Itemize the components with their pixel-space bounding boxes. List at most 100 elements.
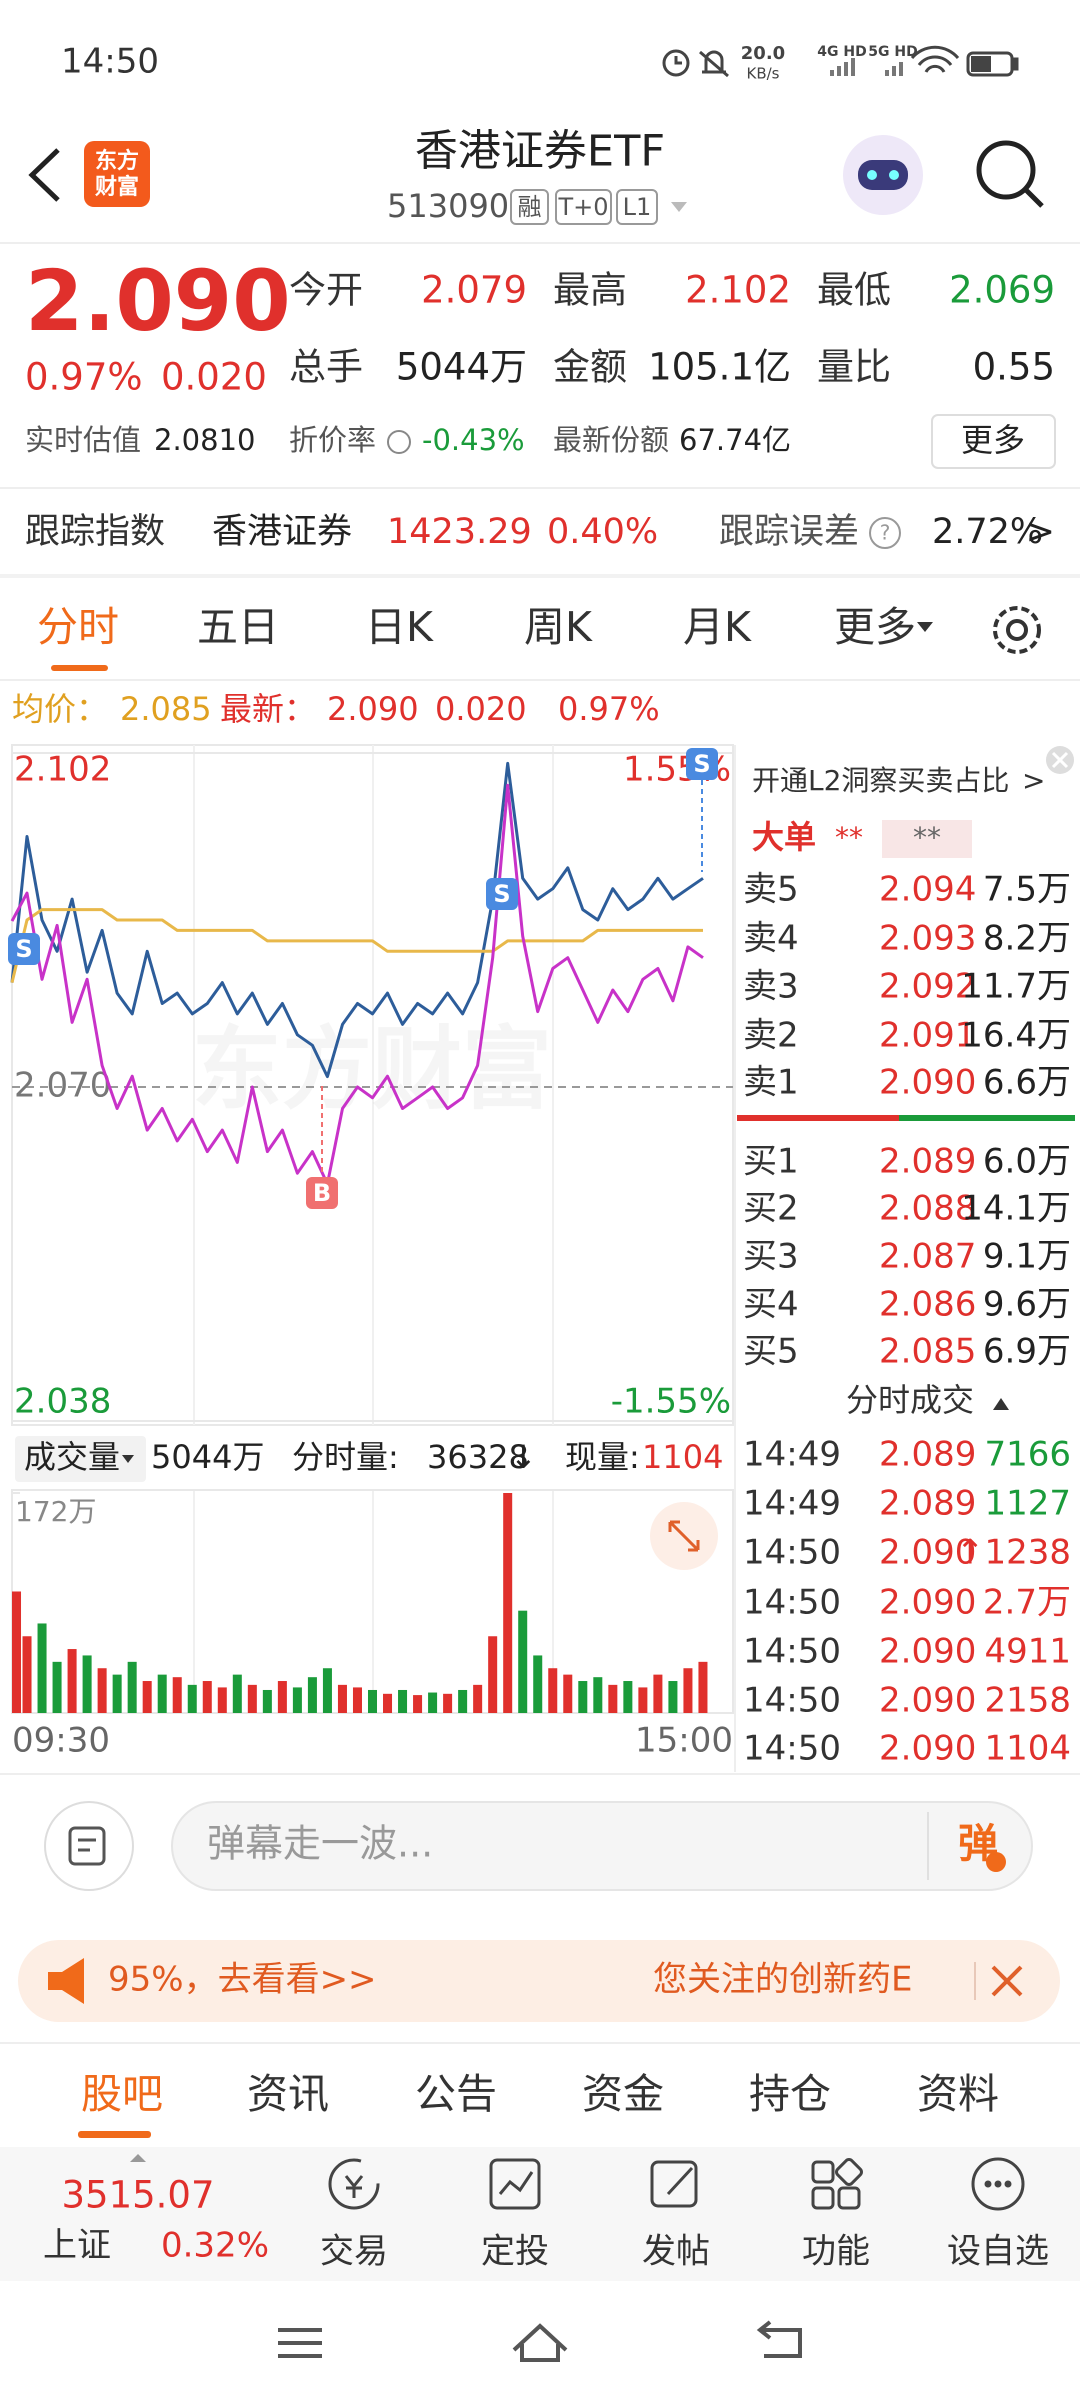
help-mark: ?	[880, 521, 891, 545]
trades-title: 分时成交	[846, 1381, 974, 1419]
book-volume: 9.1万	[983, 1237, 1071, 1277]
y-tick-label: 172万	[15, 1495, 96, 1528]
volume-bar	[623, 1681, 633, 1713]
toolbar-item: 定投	[481, 2232, 549, 2272]
tab-underline	[51, 665, 108, 671]
volume-selector-label: 成交量	[24, 1438, 120, 1476]
y-tick-label: 2.038	[14, 1382, 111, 1422]
danmaku-settings[interactable]	[44, 1801, 134, 1891]
trade-volume: 1127	[984, 1484, 1071, 1524]
nav-bar[interactable]	[278, 2320, 802, 2362]
book-price: 2.091	[879, 1016, 976, 1056]
volume-bar	[22, 1636, 32, 1713]
change-pct: 0.97%	[25, 356, 143, 399]
expand-button[interactable]	[650, 1502, 718, 1570]
volume-bar	[593, 1677, 603, 1713]
tracking-label: 跟踪指数	[25, 512, 165, 552]
toolbar-arrow	[130, 2154, 146, 2162]
discount: -0.43%	[422, 423, 525, 457]
help-icon[interactable]	[869, 517, 901, 549]
trade-price: 2.090	[879, 1533, 976, 1573]
settings-button[interactable]	[993, 606, 1041, 654]
stat-label: 量比	[817, 346, 891, 389]
x-tick-label: 09:30	[12, 1721, 110, 1761]
logo-text: 财富	[95, 174, 139, 200]
toolbar-item: 设自选	[947, 2232, 1049, 2272]
trade-volume: 2158	[984, 1681, 1071, 1721]
badge	[555, 189, 612, 225]
chart-tab: 月K	[683, 603, 752, 651]
chart-tab: 分时	[37, 603, 119, 651]
stat-label: 最低	[817, 269, 891, 312]
minute-volume: 36328	[427, 1438, 529, 1476]
title: 香港证券ETF	[415, 127, 665, 177]
banner[interactable]	[18, 1940, 1060, 2022]
y-tick-label: 2.070	[14, 1066, 111, 1106]
minute-volume-label: 分时量:	[292, 1438, 399, 1476]
legend-name: 均价：	[12, 690, 108, 728]
estimate-label: 实时估值	[25, 423, 141, 457]
back-button[interactable]	[28, 148, 60, 202]
banner-text: 95%，去看看>>	[108, 1960, 377, 2000]
signal-marker	[8, 933, 40, 965]
trade-price: 2.090	[879, 1729, 976, 1769]
volume-selector[interactable]	[15, 1436, 146, 1482]
index-pct: 0.32%	[161, 2226, 269, 2266]
comment-input[interactable]	[171, 1801, 1033, 1891]
volume-bar	[458, 1689, 468, 1713]
volume-bar	[292, 1687, 302, 1713]
stat-value: 2.102	[685, 269, 791, 312]
volume-bar	[367, 1689, 378, 1713]
legend-value: 2.085	[120, 690, 212, 728]
shares: 67.74亿	[679, 423, 791, 457]
robot-avatar[interactable]	[843, 135, 923, 215]
close-button[interactable]	[1046, 746, 1074, 774]
volume-bar	[578, 1681, 588, 1713]
signal-marker	[486, 878, 518, 910]
network-label: 5G HD	[868, 44, 917, 60]
volume-bar	[548, 1668, 558, 1713]
bottom-tab: 资金	[582, 2070, 664, 2118]
bottom-tab: 持仓	[749, 2070, 831, 2118]
volume-bar	[383, 1693, 393, 1713]
book-split-green	[899, 1115, 1075, 1121]
dropdown-arrow	[122, 1455, 134, 1463]
tracking-index: 香港证券	[212, 512, 352, 552]
book-volume: 14.1万	[961, 1189, 1071, 1229]
stock-code: 513090	[387, 187, 509, 225]
tracking-value: 1423.29	[387, 512, 532, 552]
legend-name: 最新：	[220, 690, 316, 728]
banner-close[interactable]	[991, 1965, 1023, 1997]
trade-time: 14:50	[743, 1533, 841, 1573]
volume-bar	[337, 1684, 347, 1713]
volume-bar	[443, 1693, 453, 1713]
trade-price: 2.090	[879, 1681, 976, 1721]
book-label: 买3	[743, 1237, 799, 1277]
tab-underline	[78, 2131, 151, 2138]
trade-price: 2.090	[879, 1632, 976, 1672]
watermark: 东方财富	[192, 1017, 552, 1122]
stat-value: 2.079	[421, 269, 527, 312]
discount-info-icon[interactable]	[387, 430, 411, 454]
logo-text: 东方	[95, 148, 139, 174]
danmaku-button: 弹	[958, 1821, 998, 1867]
volume-bar	[112, 1674, 122, 1713]
more-button[interactable]	[931, 414, 1056, 469]
banner-text: 您关注的创新药E	[653, 1960, 912, 2000]
stat-value: 2.069	[949, 269, 1055, 312]
tracking-error: 2.72%	[932, 512, 1043, 552]
trade-price: 2.089	[879, 1435, 976, 1475]
dropdown-arrow	[671, 202, 687, 212]
search-button[interactable]	[976, 140, 1044, 208]
trade-time: 14:50	[743, 1681, 841, 1721]
logo	[84, 141, 150, 207]
change: 0.020	[161, 356, 267, 399]
big-order-label: 大单	[752, 818, 816, 856]
stat-label: 总手	[289, 346, 363, 389]
stat-label: 最高	[553, 269, 627, 312]
volume-bar	[217, 1687, 227, 1713]
book-split-red	[737, 1115, 899, 1121]
bottom-tab: 股吧	[81, 2070, 163, 2118]
book-label: 买1	[743, 1142, 799, 1182]
